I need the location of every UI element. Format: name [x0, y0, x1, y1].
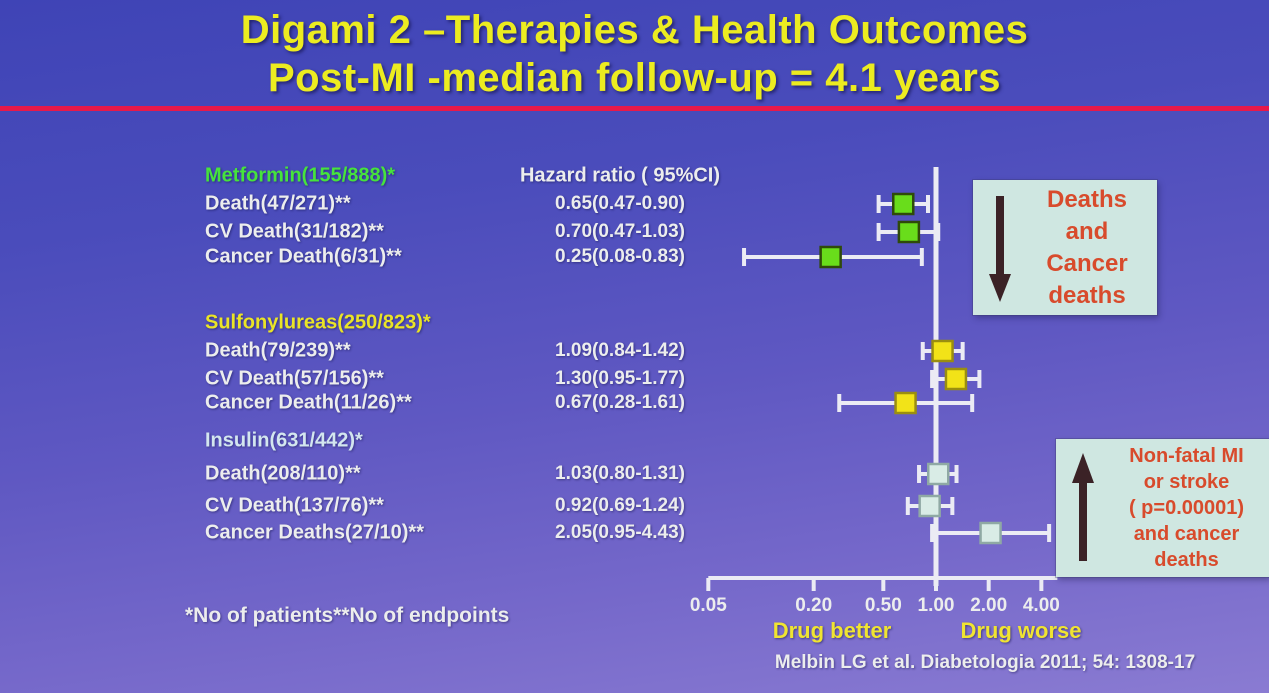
axis-label-drug-better: Drug better [772, 618, 892, 643]
row-label: CV Death(57/156)** [205, 367, 384, 390]
hazard-ratio-value: 0.70(0.47-1.03) [555, 221, 685, 242]
callout-deaths-line: Deaths [1046, 185, 1128, 213]
axis-tick-label: 4.00 [1023, 595, 1060, 616]
callout-mi-line: ( p=0.00001) [1128, 497, 1245, 519]
callout-mi-line: and cancer [1133, 523, 1240, 545]
group-header: Metformin(155/888)* [205, 164, 396, 187]
footnote: *No of patients**No of endpoints [185, 604, 510, 627]
axis-tick-label: 2.00 [970, 595, 1007, 616]
callout-deaths-line: and [1065, 217, 1109, 245]
row-label: CV Death(31/182)** [205, 220, 384, 243]
callout-deaths-line: Cancer [1046, 249, 1128, 277]
axis-tick-label: 0.05 [690, 595, 727, 616]
citation: Melbin LG et al. Diabetologia 2011; 54: … [774, 652, 1196, 673]
title-line-2: Post-MI -median follow-up = 4.1 years [267, 56, 1002, 100]
callout-mi-line: or stroke [1143, 471, 1230, 493]
hazard-ratio-column-header: Hazard ratio ( 95%CI) [519, 164, 721, 187]
up-arrow-icon [1072, 453, 1094, 561]
callout-deaths-box: Deaths and Cancer deaths [973, 180, 1157, 315]
title-line-1: Digami 2 –Therapies & Health Outcomes [240, 8, 1029, 52]
callout-nonfatal-mi-box: Non-fatal MI or stroke ( p=0.00001) and … [1056, 439, 1269, 577]
hazard-ratio-value: 1.09(0.84-1.42) [555, 340, 685, 361]
row-label: Cancer Death(11/26)** [205, 391, 412, 414]
group-header: Sulfonylureas(250/823)* [205, 311, 431, 334]
forest-marker [926, 462, 950, 486]
forest-marker [897, 220, 921, 244]
callout-mi-line: Non-fatal MI [1129, 445, 1244, 467]
hazard-ratio-value: 0.25(0.08-0.83) [555, 246, 685, 267]
forest-marker [892, 192, 915, 216]
hazard-ratio-value: 0.67(0.28-1.61) [555, 392, 685, 413]
callout-deaths-line: deaths [1048, 281, 1126, 309]
callout-mi-line: deaths [1154, 549, 1219, 571]
row-label: Death(208/110)** [205, 462, 361, 485]
slide-title: Digami 2 –Therapies & Health Outcomes Po… [0, 6, 1269, 102]
hazard-ratio-value: 1.30(0.95-1.77) [555, 368, 685, 389]
row-label: Death(47/271)** [205, 192, 351, 215]
forest-marker [894, 391, 917, 415]
forest-marker [944, 367, 968, 391]
forest-marker [931, 339, 954, 363]
row-label: Cancer Death(6/31)** [205, 245, 402, 268]
row-label: Cancer Deaths(27/10)** [205, 521, 424, 544]
forest-marker [819, 245, 842, 269]
axis-tick-label: 1.00 [918, 595, 955, 616]
axis-label-drug-worse: Drug worse [960, 618, 1082, 643]
axis-tick-label: 0.20 [795, 595, 832, 616]
hazard-ratio-value: 0.92(0.69-1.24) [555, 495, 685, 516]
down-arrow-icon [989, 196, 1011, 302]
title-divider-line [0, 106, 1269, 111]
row-label: CV Death(137/76)** [205, 494, 384, 517]
group-header: Insulin(631/442)* [205, 429, 363, 452]
hazard-ratio-value: 1.03(0.80-1.31) [555, 463, 685, 484]
row-label: Death(79/239)** [205, 339, 351, 362]
hazard-ratio-value: 2.05(0.95-4.43) [555, 522, 685, 543]
forest-marker [918, 494, 941, 518]
axis-tick-label: 0.50 [865, 595, 902, 616]
hazard-ratio-value: 0.65(0.47-0.90) [555, 193, 685, 214]
forest-marker [979, 521, 1002, 545]
